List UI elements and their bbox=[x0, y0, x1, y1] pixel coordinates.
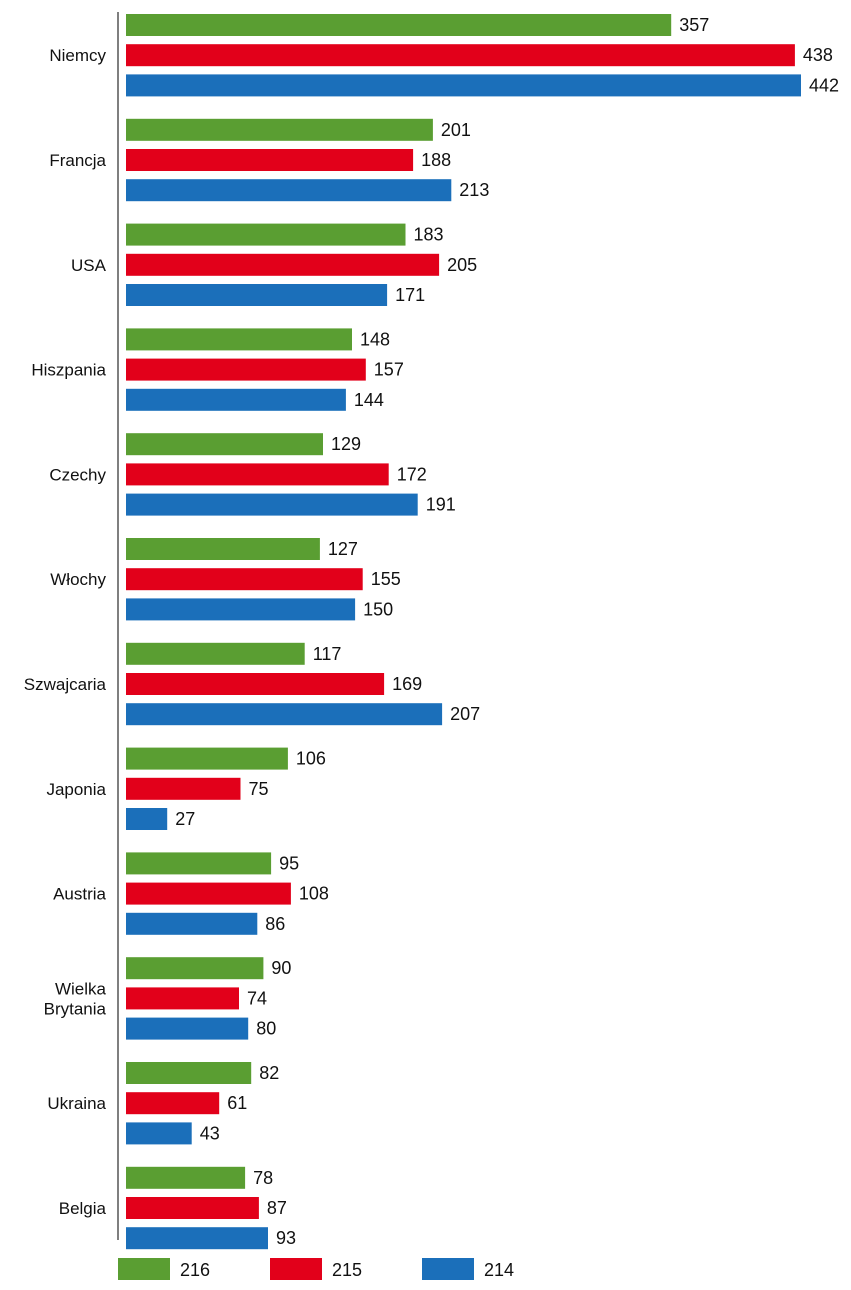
category-label: Hiszpania bbox=[31, 361, 106, 380]
legend-swatch-214 bbox=[422, 1258, 474, 1280]
value-label: 61 bbox=[227, 1093, 247, 1113]
category-label: Włochy bbox=[50, 570, 106, 589]
bar-216-7 bbox=[126, 747, 288, 770]
value-label: 78 bbox=[253, 1168, 273, 1188]
value-label: 90 bbox=[271, 958, 291, 978]
bar-214-9 bbox=[126, 1017, 249, 1040]
category-label: Francja bbox=[49, 151, 106, 170]
category-label: Japonia bbox=[46, 780, 106, 799]
value-label: 213 bbox=[459, 180, 489, 200]
bar-215-5 bbox=[126, 568, 363, 591]
bar-215-9 bbox=[126, 987, 239, 1010]
bar-215-10 bbox=[126, 1092, 220, 1115]
bar-216-8 bbox=[126, 852, 272, 875]
bar-216-0 bbox=[126, 14, 672, 36]
bar-214-0 bbox=[126, 74, 801, 97]
value-label: 191 bbox=[426, 495, 456, 515]
category-label: Belgia bbox=[59, 1199, 107, 1218]
value-label: 183 bbox=[414, 225, 444, 245]
value-label: 74 bbox=[247, 988, 267, 1008]
category-label: Szwajcaria bbox=[24, 675, 107, 694]
value-label: 127 bbox=[328, 539, 358, 559]
value-label: 148 bbox=[360, 329, 390, 349]
value-label: 95 bbox=[279, 853, 299, 873]
bar-214-6 bbox=[126, 703, 443, 726]
category-label: Wielka Brytania bbox=[44, 979, 107, 1018]
value-label: 80 bbox=[256, 1019, 276, 1039]
bar-214-1 bbox=[126, 179, 452, 202]
value-label: 106 bbox=[296, 749, 326, 769]
category-label: USA bbox=[71, 256, 107, 275]
category-labels-group: Niemcy Francja USA Hiszpania Czechy Włochy Szw… bbox=[24, 46, 107, 1218]
bar-214-8 bbox=[126, 912, 258, 935]
value-label: 442 bbox=[809, 75, 839, 95]
legend-label: 214 bbox=[484, 1260, 514, 1280]
legend: 216 215 214 bbox=[118, 1258, 514, 1280]
bar-216-2 bbox=[126, 223, 406, 246]
value-label: 108 bbox=[299, 884, 329, 904]
bar-216-1 bbox=[126, 118, 433, 141]
value-label: 207 bbox=[450, 704, 480, 724]
bar-215-1 bbox=[126, 149, 414, 171]
value-label: 357 bbox=[679, 15, 709, 35]
bar-215-3 bbox=[126, 358, 366, 381]
bar-215-0 bbox=[126, 44, 795, 67]
value-label: 144 bbox=[354, 390, 384, 410]
bar-214-4 bbox=[126, 493, 418, 516]
bar-214-3 bbox=[126, 388, 346, 411]
bar-215-4 bbox=[126, 463, 389, 486]
bar-214-5 bbox=[126, 598, 356, 621]
bar-215-6 bbox=[126, 673, 385, 695]
value-label: 201 bbox=[441, 120, 471, 140]
legend-label: 216 bbox=[180, 1260, 210, 1280]
value-label: 150 bbox=[363, 599, 393, 619]
legend-label: 215 bbox=[332, 1260, 362, 1280]
bar-216-10 bbox=[126, 1062, 252, 1084]
bar-216-4 bbox=[126, 433, 323, 456]
legend-swatch-216 bbox=[118, 1258, 170, 1280]
bar-216-5 bbox=[126, 538, 320, 560]
category-label: Czechy bbox=[49, 465, 106, 484]
bar-214-7 bbox=[126, 808, 168, 830]
value-label: 43 bbox=[200, 1123, 220, 1143]
value-label: 93 bbox=[276, 1228, 296, 1248]
value-label: 171 bbox=[395, 285, 425, 305]
bar-216-6 bbox=[126, 642, 305, 665]
bar-215-2 bbox=[126, 253, 440, 276]
value-label: 172 bbox=[397, 464, 427, 484]
bar-216-9 bbox=[126, 957, 264, 980]
value-label: 188 bbox=[421, 150, 451, 170]
value-label: 155 bbox=[371, 569, 401, 589]
category-label: Austria bbox=[53, 885, 106, 904]
legend-swatch-215 bbox=[270, 1258, 322, 1280]
bar-214-2 bbox=[126, 284, 388, 306]
value-label: 117 bbox=[313, 644, 342, 664]
value-label: 75 bbox=[249, 779, 269, 799]
category-label: Niemcy bbox=[49, 46, 106, 65]
value-label: 82 bbox=[259, 1063, 279, 1083]
value-label: 169 bbox=[392, 674, 422, 694]
value-label: 27 bbox=[175, 809, 195, 829]
value-label: 438 bbox=[803, 45, 833, 65]
value-label: 157 bbox=[374, 360, 404, 380]
value-label: 205 bbox=[447, 255, 477, 275]
bar-215-8 bbox=[126, 882, 291, 905]
bars-group bbox=[126, 14, 801, 1250]
bar-215-11 bbox=[126, 1197, 259, 1219]
category-label: Ukraina bbox=[47, 1094, 106, 1113]
value-label: 129 bbox=[331, 434, 361, 454]
bar-216-11 bbox=[126, 1166, 246, 1189]
value-label: 86 bbox=[265, 914, 285, 934]
bar-214-11 bbox=[126, 1227, 268, 1250]
bar-214-10 bbox=[126, 1122, 192, 1145]
bar-216-3 bbox=[126, 328, 352, 351]
bar-215-7 bbox=[126, 777, 241, 800]
value-label: 87 bbox=[267, 1198, 287, 1218]
